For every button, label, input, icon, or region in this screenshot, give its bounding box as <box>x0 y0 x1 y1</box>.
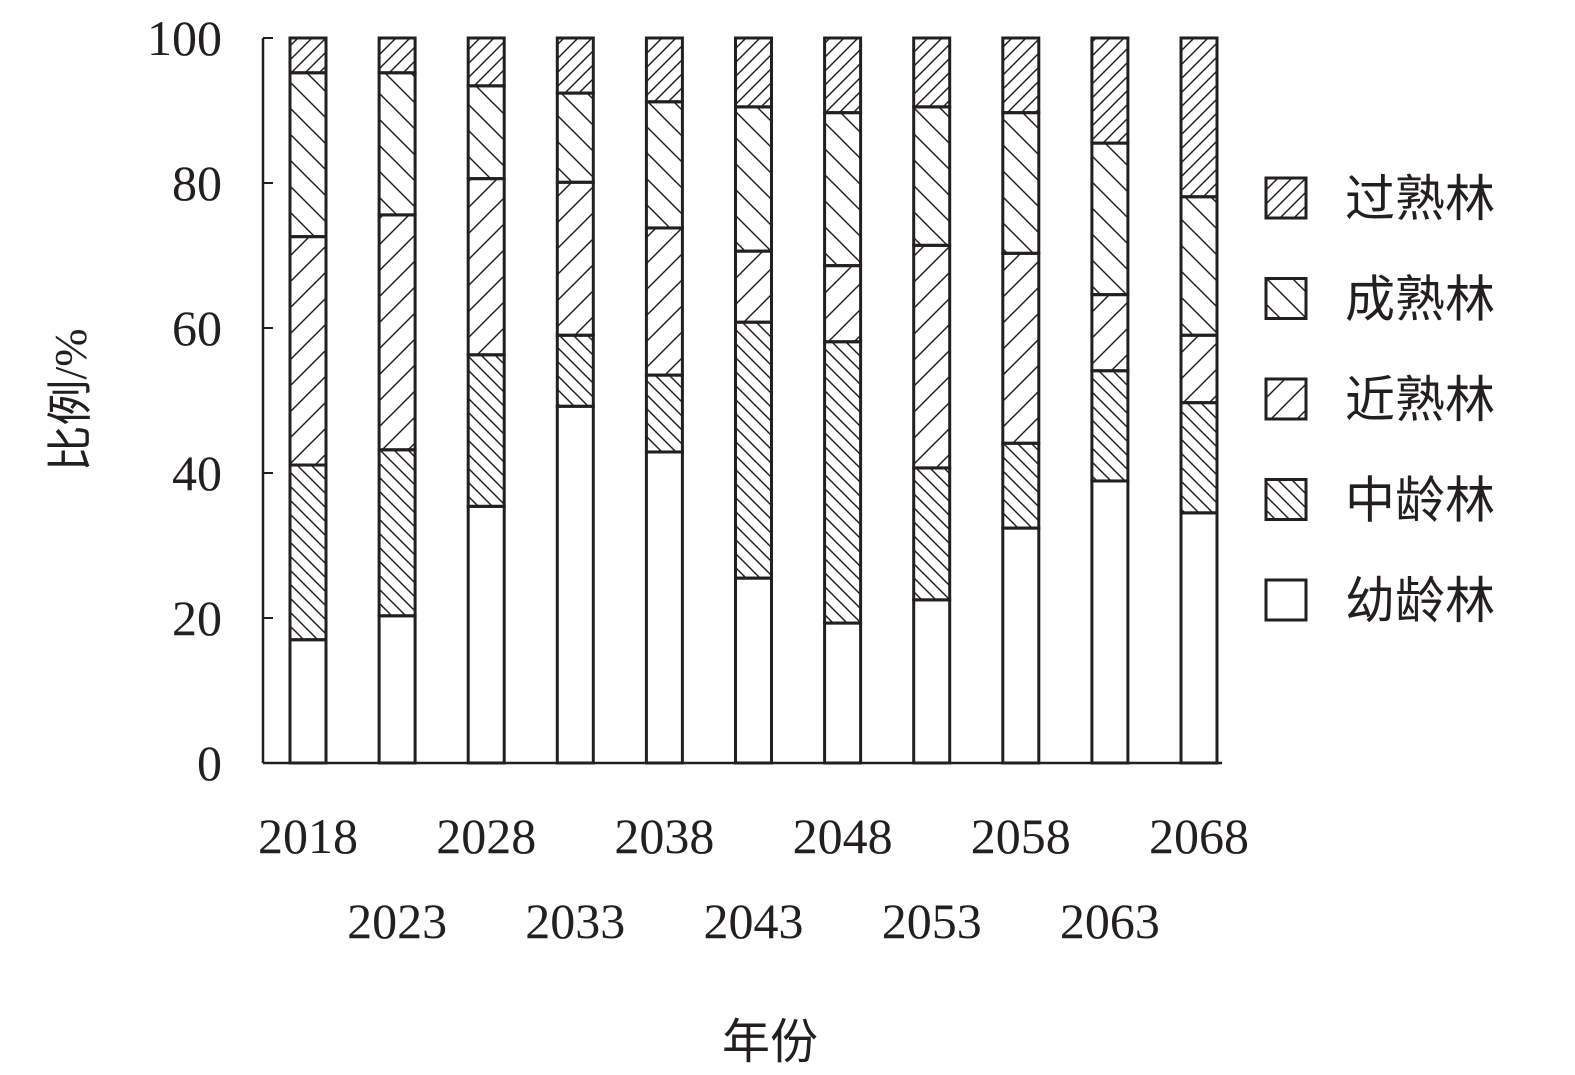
bar-segment-2033-3 <box>555 91 595 184</box>
bar-segment-2048-3 <box>823 111 863 268</box>
bar-segment-2068-0 <box>1179 511 1219 765</box>
bar-segment-2023-0 <box>377 614 417 765</box>
legend-swatch <box>1264 176 1308 220</box>
x-tick-label: 2018 <box>258 808 358 864</box>
bar-segment-2053-0 <box>912 598 952 765</box>
bar-segment-2043-0 <box>734 576 773 765</box>
bar-segment-2048-4 <box>823 36 863 115</box>
bar-segment-2028-1 <box>466 353 506 508</box>
bar-segment-2018-1 <box>288 463 328 642</box>
bar-segment-2018-3 <box>288 71 328 239</box>
bar-segment-2048-1 <box>823 340 863 625</box>
bar-segment-2033-2 <box>555 180 595 337</box>
y-tick-label: 80 <box>172 155 222 211</box>
legend-label: 中龄林 <box>1345 473 1495 529</box>
legend-item: 成熟林 <box>1264 272 1495 328</box>
bar-segment-2043-1 <box>734 320 773 580</box>
legend-swatch <box>1264 277 1308 320</box>
bar-segment-2068-4 <box>1179 36 1219 199</box>
bar-segment-2068-2 <box>1179 333 1219 405</box>
legend-item: 中龄林 <box>1264 473 1495 529</box>
x-tick-label: 2028 <box>436 808 536 864</box>
bar-segment-2028-2 <box>466 177 506 357</box>
axes-group: 2018 2023 2028 2033 2038 2043 2048 2053 2058 2063… <box>147 10 1249 949</box>
legend-item: 过熟林 <box>1264 171 1495 227</box>
y-tick-label: 0 <box>197 735 222 791</box>
bar-segment-2028-0 <box>466 504 506 765</box>
bar-segment-2023-2 <box>377 213 417 452</box>
bar-segment-2058-1 <box>1001 441 1041 530</box>
legend-item: 近熟林 <box>1264 372 1495 428</box>
bar-segment-2063-3 <box>1090 141 1130 297</box>
bar-segment-2033-0 <box>555 404 595 765</box>
bar-segment-2023-3 <box>377 71 417 217</box>
bar-segment-2053-2 <box>912 243 952 470</box>
x-tick-label: 2063 <box>1060 893 1160 949</box>
y-tick-label: 100 <box>147 10 222 66</box>
legend-swatch <box>1264 377 1308 421</box>
legend-swatch <box>1264 478 1308 521</box>
bar-segment-2058-2 <box>1001 251 1041 445</box>
bar-segment-2038-1 <box>644 373 684 454</box>
bar-segment-2018-2 <box>288 235 328 467</box>
x-axis-label: 年份 <box>722 1016 818 1069</box>
y-tick-label: 40 <box>172 445 222 501</box>
legend-swatch <box>1264 578 1308 622</box>
x-tick-label: 2043 <box>704 893 804 949</box>
x-tick-label: 2038 <box>614 808 714 864</box>
bar-segment-2048-2 <box>823 264 863 344</box>
bar-segment-2023-4 <box>377 36 417 75</box>
bar-segment-2038-0 <box>644 450 684 765</box>
bar-segment-2043-2 <box>734 249 773 324</box>
bar-segment-2038-4 <box>644 36 684 104</box>
bar-segment-2033-4 <box>555 36 595 95</box>
x-tick-label: 2068 <box>1149 808 1249 864</box>
x-tick-label: 2023 <box>347 893 447 949</box>
bar-segment-2058-0 <box>1001 526 1041 765</box>
x-tick-label: 2033 <box>525 893 625 949</box>
bar-segment-2063-4 <box>1090 36 1130 145</box>
bar-segment-2068-1 <box>1179 401 1219 515</box>
legend-label: 成熟林 <box>1345 272 1495 328</box>
bar-segment-2053-1 <box>912 466 952 602</box>
x-tick-label: 2058 <box>971 808 1071 864</box>
legend-label: 幼龄林 <box>1345 573 1495 629</box>
x-tick-label: 2053 <box>882 893 982 949</box>
bar-segment-2038-2 <box>644 226 684 377</box>
bar-segment-2053-4 <box>912 36 952 109</box>
bar-segment-2043-4 <box>734 36 773 109</box>
bars-group <box>288 36 1219 765</box>
bar-segment-2028-4 <box>466 36 506 88</box>
bar-segment-2033-1 <box>555 333 595 408</box>
bar-segment-2028-3 <box>466 84 506 181</box>
bar-segment-2063-0 <box>1090 479 1130 765</box>
bar-segment-2068-3 <box>1179 195 1219 337</box>
bar-segment-2063-1 <box>1090 369 1130 483</box>
legend-label: 过熟林 <box>1345 171 1495 227</box>
y-axis-label: 比例/% <box>45 328 96 471</box>
legend-label: 近熟林 <box>1345 372 1495 428</box>
bar-segment-2058-3 <box>1001 111 1041 255</box>
bar-segment-2043-3 <box>734 105 773 253</box>
bar-segment-2018-0 <box>288 638 328 765</box>
bar-segment-2023-1 <box>377 448 417 618</box>
bar-segment-2063-2 <box>1090 293 1130 373</box>
bar-segment-2058-4 <box>1001 36 1041 115</box>
bar-segment-2018-4 <box>288 36 328 75</box>
bar-segment-2038-3 <box>644 100 684 230</box>
y-tick-label: 20 <box>172 590 222 646</box>
bar-segment-2053-3 <box>912 105 952 247</box>
y-tick-label: 60 <box>172 300 222 356</box>
bar-segment-2048-0 <box>823 621 863 765</box>
legend-item: 幼龄林 <box>1264 573 1495 629</box>
x-tick-label: 2048 <box>793 808 893 864</box>
